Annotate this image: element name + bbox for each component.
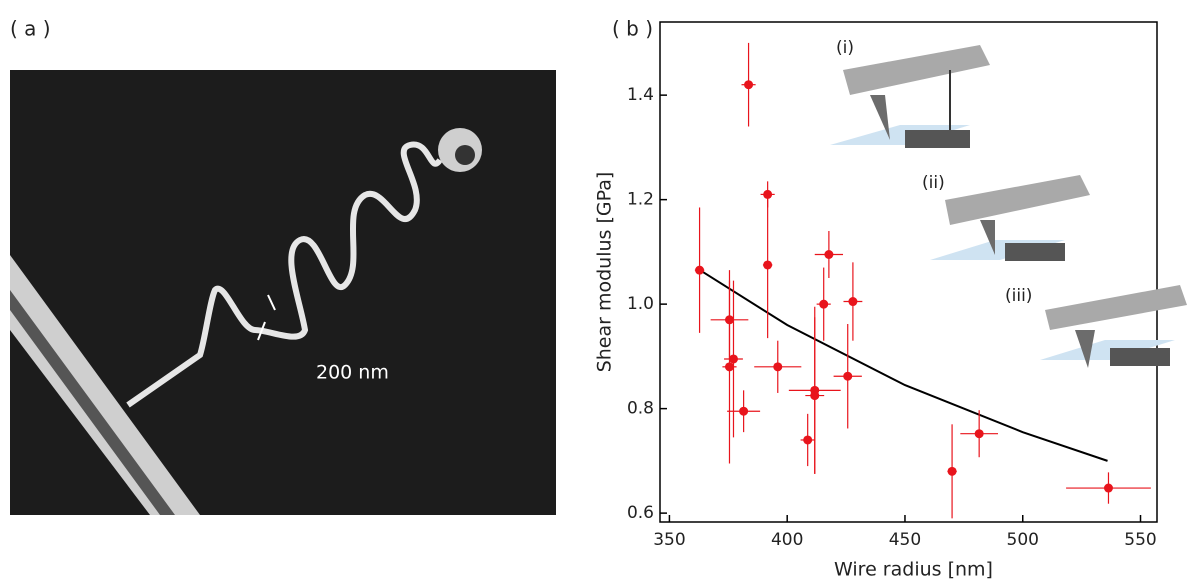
- point: [763, 260, 773, 270]
- point: [739, 406, 749, 416]
- panel-label: ( a ): [10, 17, 51, 41]
- sem-image: 200 nm: [10, 70, 556, 515]
- y-tick-label: 1.0: [627, 294, 654, 314]
- point: [824, 249, 834, 259]
- inset-label: (ii): [922, 173, 945, 193]
- point: [695, 265, 705, 275]
- y-tick-label: 0.6: [627, 503, 654, 523]
- fit-line: [699, 269, 1108, 462]
- y-tick-label: 0.8: [627, 399, 654, 419]
- y-tick-label: 1.4: [627, 85, 654, 105]
- y-axis-label: Shear modulus [GPa]: [594, 172, 616, 373]
- point: [724, 362, 734, 372]
- point: [744, 80, 754, 90]
- point: [728, 354, 738, 364]
- inset-label: (i): [836, 38, 854, 58]
- x-tick-label: 500: [1007, 530, 1039, 550]
- point: [974, 429, 984, 439]
- inset-label: (iii): [1005, 286, 1032, 306]
- x-axis-label: Wire radius [nm]: [834, 559, 993, 581]
- plot-frame: [659, 21, 1158, 523]
- panel-label: ( b ): [612, 17, 653, 41]
- x-tick-label: 450: [889, 530, 921, 550]
- point: [1103, 483, 1113, 493]
- y-tick-label: 1.2: [627, 190, 654, 210]
- x-tick-label: 400: [771, 530, 803, 550]
- point: [947, 466, 957, 476]
- point: [843, 371, 853, 381]
- insets: [830, 45, 1187, 368]
- x-tick-label: 550: [1124, 530, 1156, 550]
- point: [819, 299, 829, 309]
- point: [810, 391, 820, 401]
- x-tick-label: 350: [653, 530, 685, 550]
- scale-label: 200 nm: [316, 362, 389, 384]
- point: [773, 362, 783, 372]
- point: [803, 435, 813, 445]
- point: [848, 297, 858, 307]
